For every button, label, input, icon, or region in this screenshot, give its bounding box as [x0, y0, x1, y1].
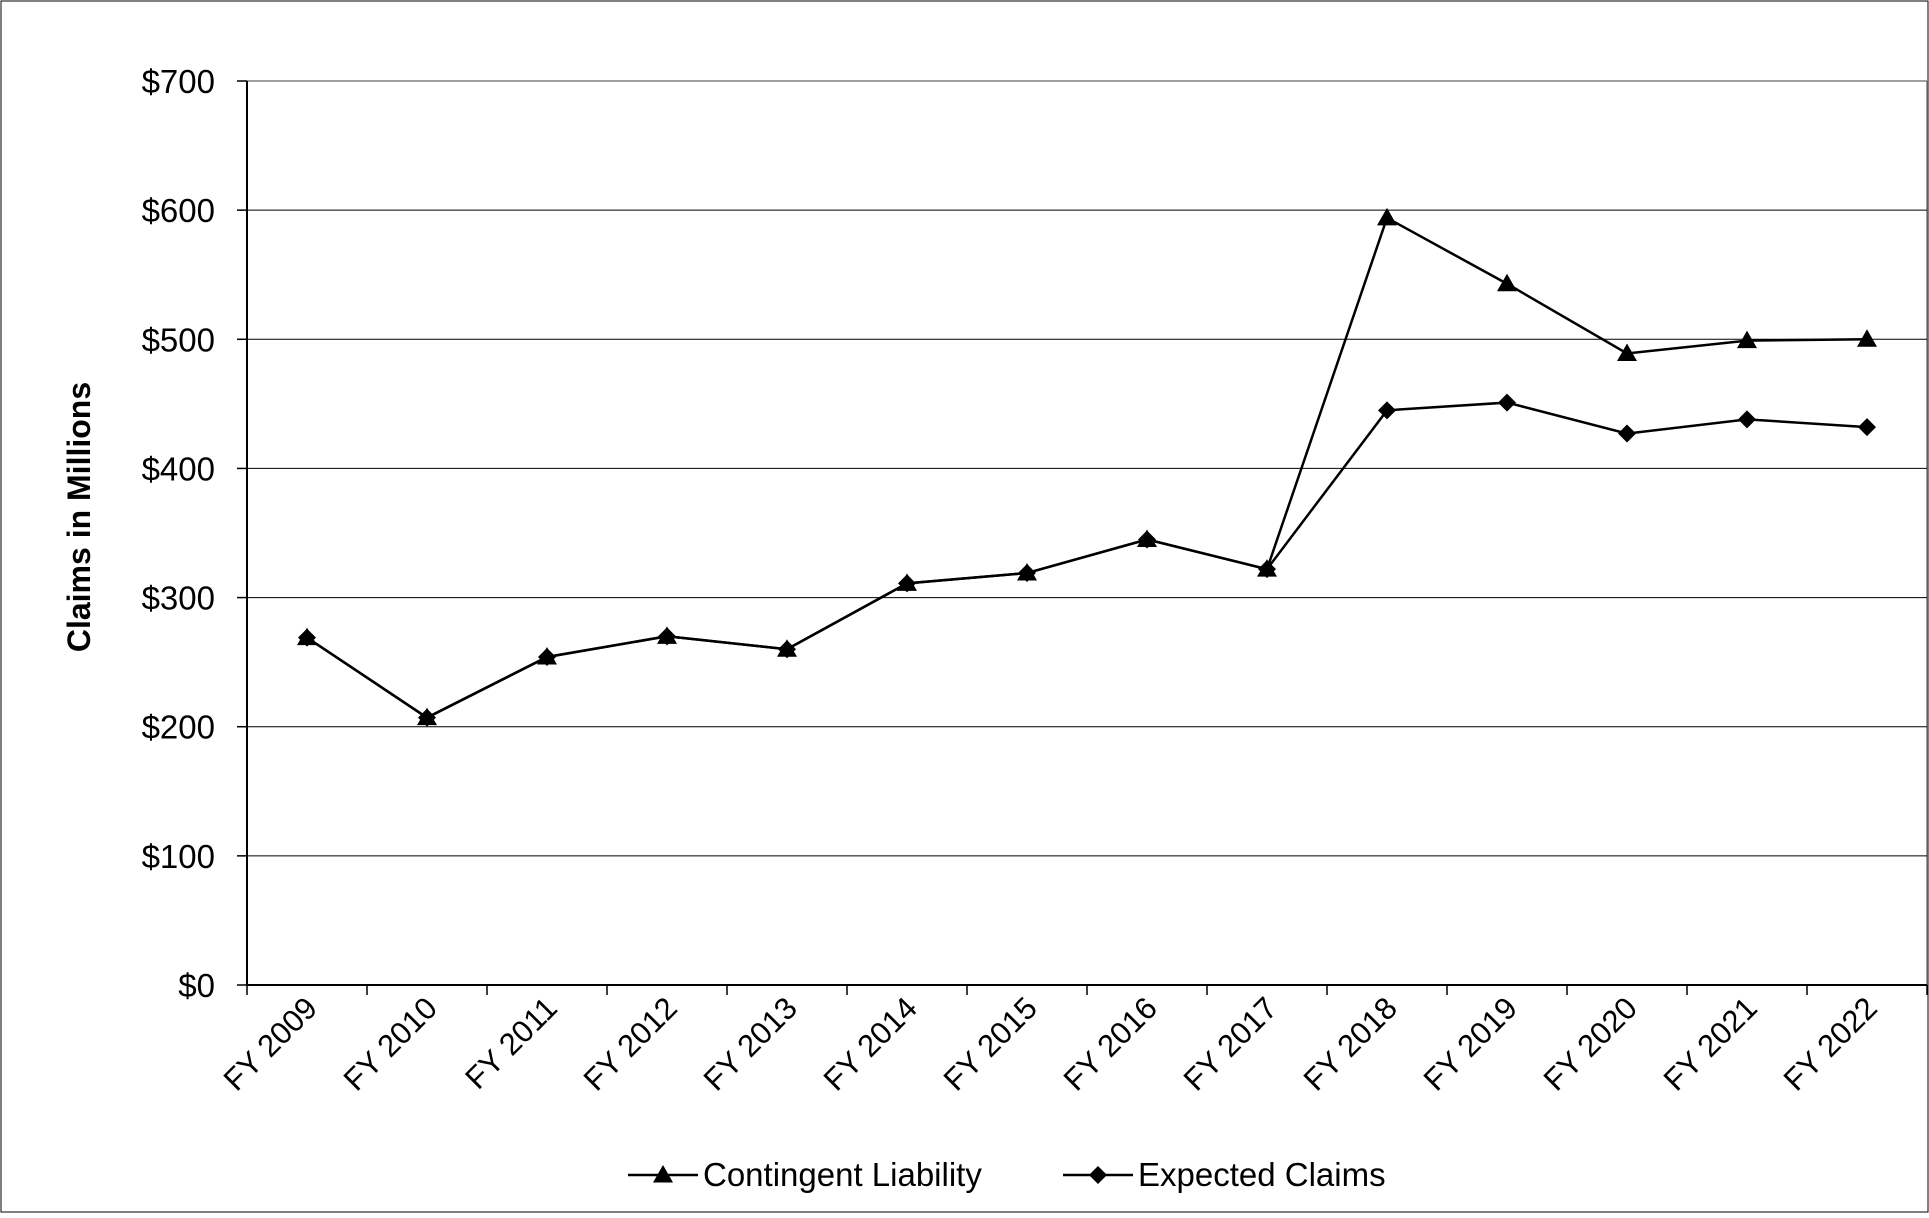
y-tick-labels: $0 $100 $200 $300 $400 $500 $600 $700 — [142, 63, 215, 1004]
data-point — [1618, 424, 1636, 443]
legend-entry: Contingent Liability — [628, 1156, 982, 1193]
y-tick-label: $400 — [142, 450, 215, 487]
y-tick-label: $0 — [178, 967, 215, 1004]
data-point — [657, 626, 677, 644]
data-point — [1737, 330, 1757, 349]
y-axis-label: Claims in Millions — [61, 382, 97, 652]
y-tick-label: $200 — [142, 709, 215, 746]
y-tick-label: $500 — [142, 321, 215, 358]
data-point — [1137, 529, 1157, 547]
y-tick-label: $300 — [142, 580, 215, 617]
series-line — [306, 216, 1868, 720]
series — [297, 207, 1877, 727]
data-point — [1857, 329, 1877, 347]
data-point — [1617, 343, 1637, 361]
axes — [237, 80, 1928, 995]
data-point — [1497, 273, 1517, 292]
legend: Contingent Liability Expected Claims — [628, 1156, 1386, 1193]
legend-entry: Expected Claims — [1063, 1156, 1386, 1193]
data-point — [417, 707, 437, 726]
y-tick-label: $600 — [142, 192, 215, 229]
data-point — [1498, 393, 1516, 412]
data-point — [777, 639, 797, 657]
legend-swatch-marker — [653, 1165, 673, 1183]
data-point — [297, 627, 317, 646]
data-point — [1858, 418, 1876, 437]
gridlines — [247, 80, 1928, 985]
data-point — [1377, 207, 1397, 226]
data-point — [1257, 559, 1277, 577]
y-tick-label: $700 — [142, 63, 215, 100]
data-point — [1017, 563, 1037, 581]
data-point — [897, 573, 917, 591]
legend-label: Contingent Liability — [703, 1156, 982, 1193]
series-contingent-liability — [297, 207, 1877, 726]
y-tick-label: $100 — [142, 838, 215, 875]
legend-label: Expected Claims — [1138, 1156, 1386, 1193]
legend-swatch-marker — [1089, 1166, 1107, 1184]
data-point — [1738, 410, 1756, 429]
data-point — [1378, 401, 1396, 420]
data-point — [537, 646, 557, 665]
